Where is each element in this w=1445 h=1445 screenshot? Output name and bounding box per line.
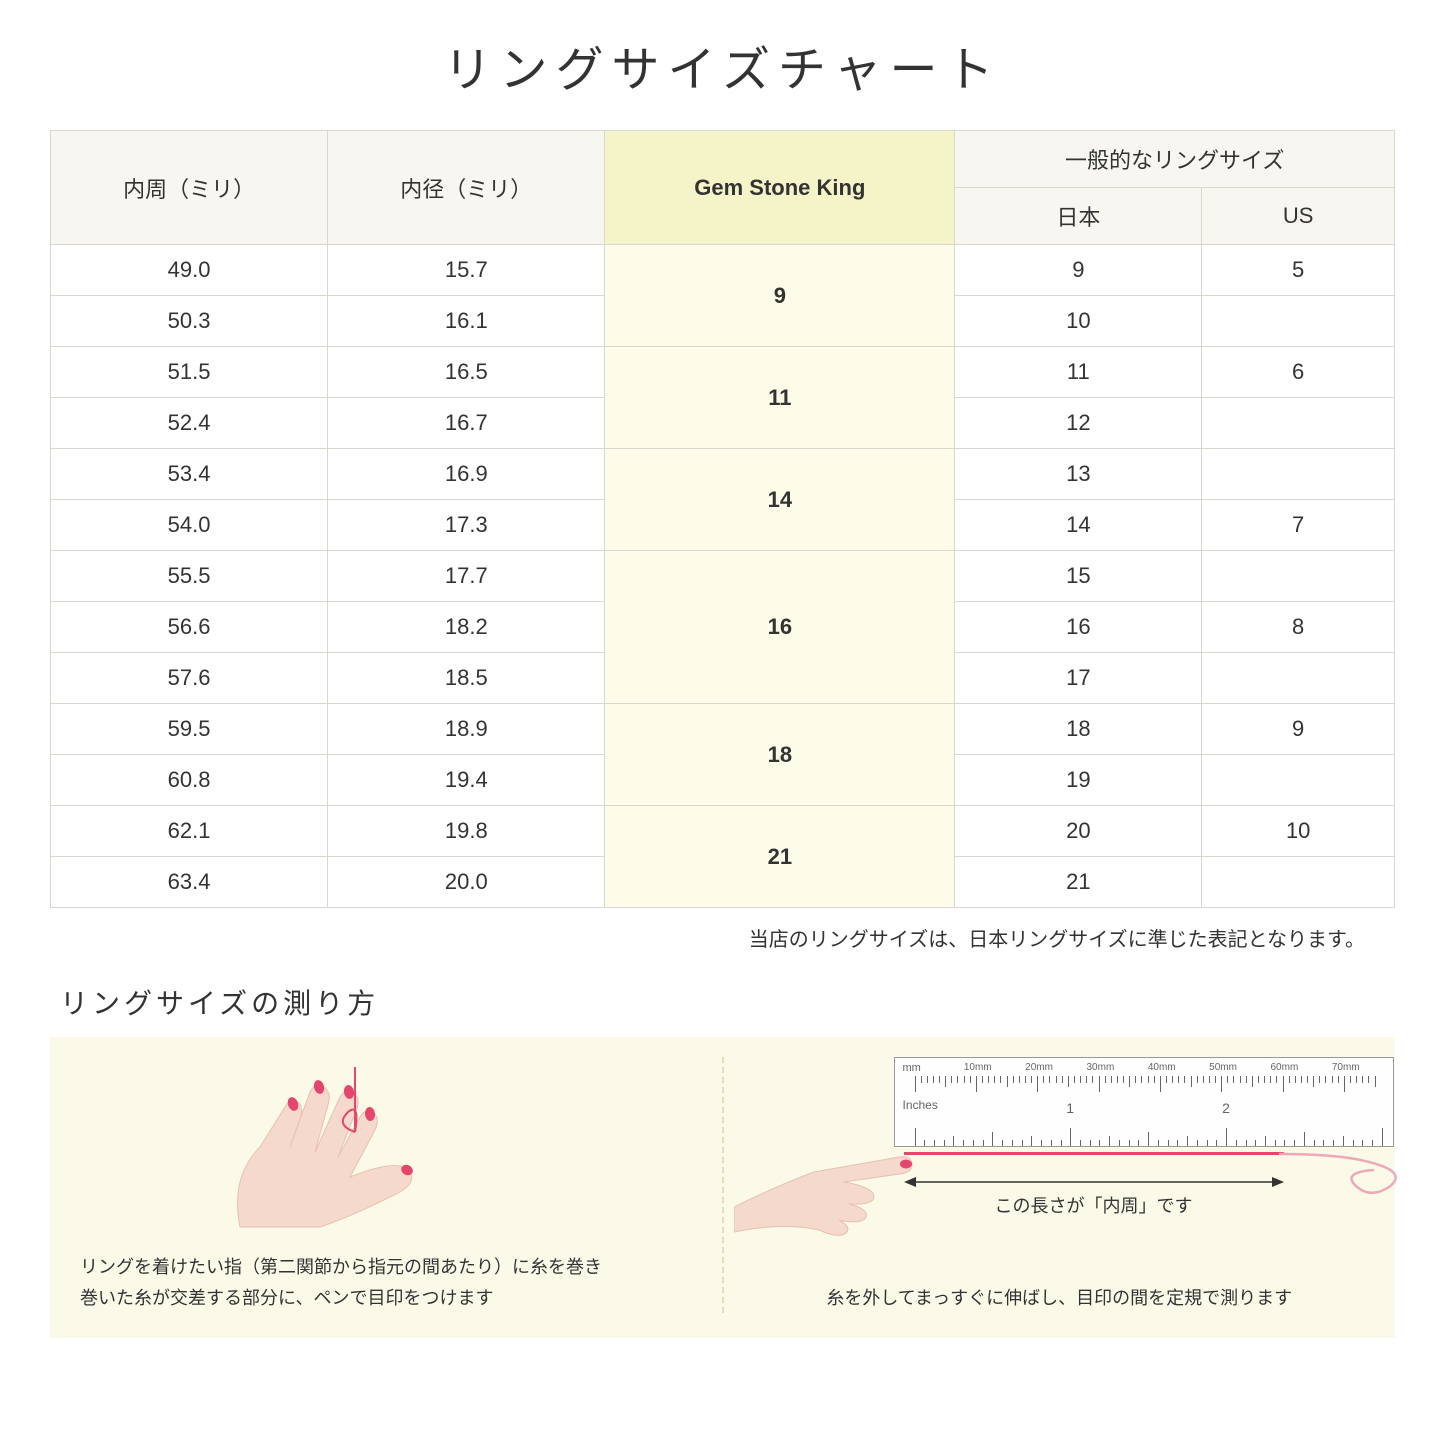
cell-japan: 10	[955, 296, 1202, 347]
col-us: US	[1202, 188, 1395, 245]
cell-japan: 9	[955, 245, 1202, 296]
cell-us	[1202, 398, 1395, 449]
howto-step-1: リングを着けたい指（第二関節から指元の間あたり）に糸を巻き巻いた糸が交差する部分…	[80, 1057, 692, 1313]
mm-label: mm	[903, 1062, 921, 1074]
cell-japan: 12	[955, 398, 1202, 449]
cell-gsk: 16	[605, 551, 955, 704]
cell-circumference: 50.3	[51, 296, 328, 347]
cell-diameter: 19.8	[328, 806, 605, 857]
col-circumference: 内周（ミリ）	[51, 131, 328, 245]
table-row: 51.516.511116	[51, 347, 1395, 398]
cell-diameter: 16.1	[328, 296, 605, 347]
cell-japan: 20	[955, 806, 1202, 857]
cell-us	[1202, 449, 1395, 500]
col-diameter: 内径（ミリ）	[328, 131, 605, 245]
cell-us: 10	[1202, 806, 1395, 857]
cell-diameter: 18.5	[328, 653, 605, 704]
hand-icon	[200, 1057, 460, 1237]
cell-circumference: 63.4	[51, 857, 328, 908]
cell-us	[1202, 296, 1395, 347]
cell-us	[1202, 755, 1395, 806]
thread-line	[904, 1152, 1284, 1155]
cell-gsk: 14	[605, 449, 955, 551]
cell-diameter: 17.3	[328, 500, 605, 551]
col-japan: 日本	[955, 188, 1202, 245]
cell-us	[1202, 551, 1395, 602]
cell-japan: 19	[955, 755, 1202, 806]
cell-circumference: 57.6	[51, 653, 328, 704]
cell-circumference: 53.4	[51, 449, 328, 500]
cell-us: 6	[1202, 347, 1395, 398]
cell-diameter: 18.9	[328, 704, 605, 755]
cell-circumference: 49.0	[51, 245, 328, 296]
cell-circumference: 62.1	[51, 806, 328, 857]
cell-circumference: 51.5	[51, 347, 328, 398]
cell-us	[1202, 653, 1395, 704]
cell-diameter: 18.2	[328, 602, 605, 653]
cell-circumference: 60.8	[51, 755, 328, 806]
cell-japan: 13	[955, 449, 1202, 500]
col-general-group: 一般的なリングサイズ	[955, 131, 1395, 188]
hand-pointing-icon	[734, 1117, 934, 1237]
howto-step-2: mm Inches 10mm20mm30mm40mm50mm60mm70mm12…	[754, 1057, 1366, 1313]
cell-circumference: 59.5	[51, 704, 328, 755]
step1-caption: リングを着けたい指（第二関節から指元の間あたり）に糸を巻き巻いた糸が交差する部分…	[80, 1252, 692, 1313]
cell-japan: 18	[955, 704, 1202, 755]
cell-japan: 17	[955, 653, 1202, 704]
page-title: リングサイズチャート	[50, 30, 1395, 100]
step2-caption: 糸を外してまっすぐに伸ばし、目印の間を定規で測ります	[754, 1283, 1366, 1314]
cell-japan: 15	[955, 551, 1202, 602]
cell-circumference: 55.5	[51, 551, 328, 602]
thread-curl-icon	[1279, 1142, 1419, 1202]
ring-size-table: 内周（ミリ） 内径（ミリ） Gem Stone King 一般的なリングサイズ …	[50, 130, 1395, 908]
cell-japan: 16	[955, 602, 1202, 653]
cell-japan: 21	[955, 857, 1202, 908]
col-gsk: Gem Stone King	[605, 131, 955, 245]
inches-label: Inches	[903, 1098, 938, 1112]
cell-diameter: 17.7	[328, 551, 605, 602]
table-row: 59.518.918189	[51, 704, 1395, 755]
table-row: 62.119.8212010	[51, 806, 1395, 857]
cell-us: 5	[1202, 245, 1395, 296]
hand-wrap-illustration	[80, 1057, 692, 1237]
cell-diameter: 16.5	[328, 347, 605, 398]
cell-japan: 14	[955, 500, 1202, 551]
panel-divider	[722, 1057, 724, 1313]
ruler-illustration: mm Inches 10mm20mm30mm40mm50mm60mm70mm12…	[754, 1057, 1366, 1268]
cell-circumference: 56.6	[51, 602, 328, 653]
table-row: 53.416.91413	[51, 449, 1395, 500]
cell-diameter: 16.7	[328, 398, 605, 449]
cell-diameter: 16.9	[328, 449, 605, 500]
sizing-note: 当店のリングサイズは、日本リングサイズに準じた表記となります。	[50, 923, 1395, 952]
table-row: 55.517.71615	[51, 551, 1395, 602]
cell-gsk: 21	[605, 806, 955, 908]
length-label: この長さが「内周」です	[904, 1192, 1284, 1218]
cell-us	[1202, 857, 1395, 908]
cell-gsk: 11	[605, 347, 955, 449]
cell-diameter: 20.0	[328, 857, 605, 908]
howto-title: リングサイズの測り方	[60, 982, 1395, 1022]
cell-gsk: 18	[605, 704, 955, 806]
howto-panel: リングを着けたい指（第二関節から指元の間あたり）に糸を巻き巻いた糸が交差する部分…	[50, 1037, 1395, 1338]
cell-diameter: 19.4	[328, 755, 605, 806]
cell-japan: 11	[955, 347, 1202, 398]
cell-us: 9	[1202, 704, 1395, 755]
cell-gsk: 9	[605, 245, 955, 347]
cell-circumference: 52.4	[51, 398, 328, 449]
length-arrow-icon	[904, 1172, 1284, 1192]
cell-diameter: 15.7	[328, 245, 605, 296]
cell-us: 8	[1202, 602, 1395, 653]
cell-circumference: 54.0	[51, 500, 328, 551]
cell-us: 7	[1202, 500, 1395, 551]
ruler-icon: mm Inches 10mm20mm30mm40mm50mm60mm70mm12	[894, 1057, 1394, 1147]
table-row: 49.015.7995	[51, 245, 1395, 296]
